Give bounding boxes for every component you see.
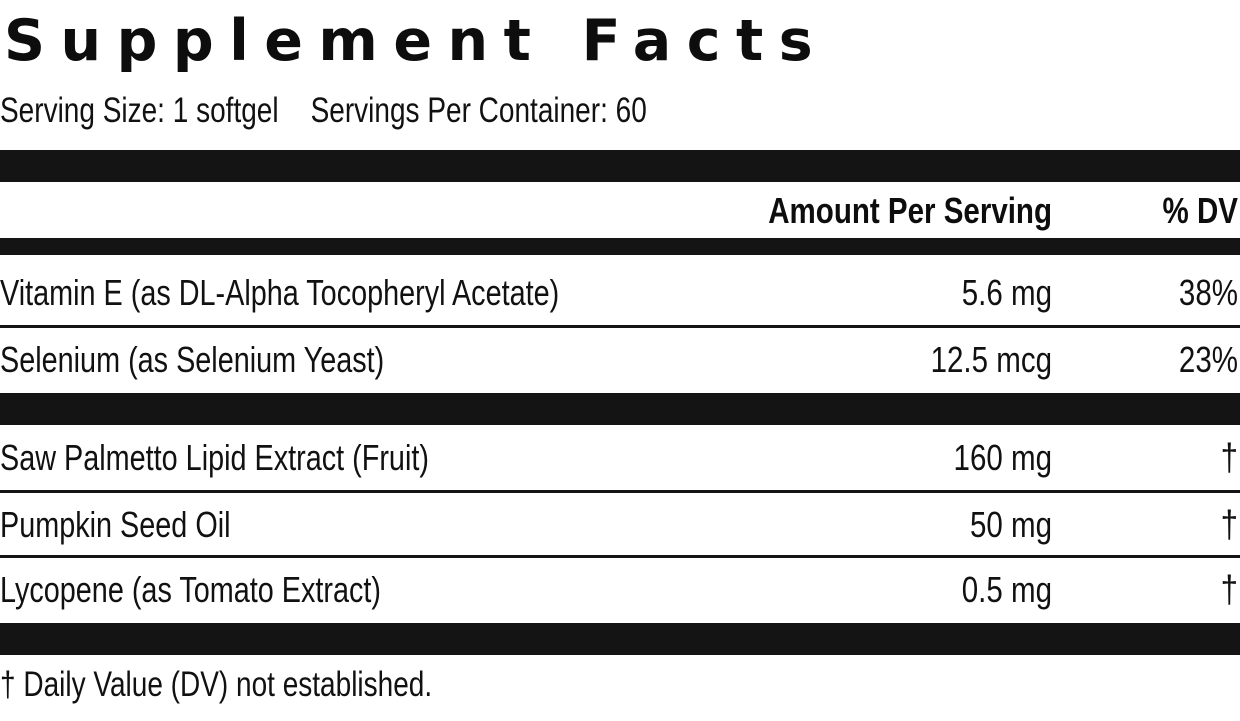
- ingredient-name: Saw Palmetto Lipid Extract (Fruit): [0, 437, 429, 478]
- ingredient-dv: 23%: [1178, 339, 1238, 380]
- divider-thick-bottom: [0, 623, 1240, 655]
- ingredient-dv: †: [1220, 437, 1238, 479]
- table-row: Saw Palmetto Lipid Extract (Fruit) 160 m…: [0, 426, 1240, 490]
- ingredient-amount: 0.5 mg: [961, 569, 1052, 610]
- ingredient-amount: 160 mg: [953, 437, 1052, 478]
- serving-info: Serving Size: 1 softgel Servings Per Cont…: [0, 88, 992, 134]
- divider-header: [0, 238, 1240, 255]
- divider-thin-2: [0, 490, 1240, 493]
- ingredient-dv: 38%: [1178, 272, 1238, 313]
- ingredient-name: Lycopene (as Tomato Extract): [0, 569, 381, 610]
- table-row: Pumpkin Seed Oil 50 mg †: [0, 493, 1240, 557]
- ingredient-dv: †: [1220, 504, 1238, 546]
- divider-thick-middle: [0, 393, 1240, 425]
- daily-value-footnote: † Daily Value (DV) not established.: [0, 665, 433, 704]
- divider-thin-1: [0, 325, 1240, 328]
- ingredient-dv: †: [1220, 569, 1238, 611]
- column-header-row: Amount Per Serving % DV: [0, 183, 1240, 238]
- ingredient-amount: 12.5 mcg: [930, 339, 1052, 380]
- amount-per-serving-header: Amount Per Serving: [768, 190, 1052, 231]
- ingredient-name: Pumpkin Seed Oil: [0, 504, 231, 545]
- table-row: Lycopene (as Tomato Extract) 0.5 mg †: [0, 558, 1240, 622]
- serving-size-text: Serving Size: 1 softgel: [0, 91, 279, 130]
- table-row: Vitamin E (as DL-Alpha Tocopheryl Acetat…: [0, 261, 1240, 325]
- ingredient-name: Selenium (as Selenium Yeast): [0, 339, 385, 380]
- ingredient-name: Vitamin E (as DL-Alpha Tocopheryl Acetat…: [0, 272, 560, 313]
- table-row: Selenium (as Selenium Yeast) 12.5 mcg 23…: [0, 328, 1240, 392]
- ingredient-amount: 5.6 mg: [961, 272, 1052, 313]
- page-title: Supplement Facts: [4, 8, 829, 74]
- divider-thick-top: [0, 150, 1240, 182]
- ingredient-amount: 50 mg: [969, 504, 1052, 545]
- percent-dv-header: % DV: [1162, 190, 1238, 231]
- servings-per-container-text: Servings Per Container: 60: [310, 91, 647, 130]
- divider-thin-3: [0, 555, 1240, 558]
